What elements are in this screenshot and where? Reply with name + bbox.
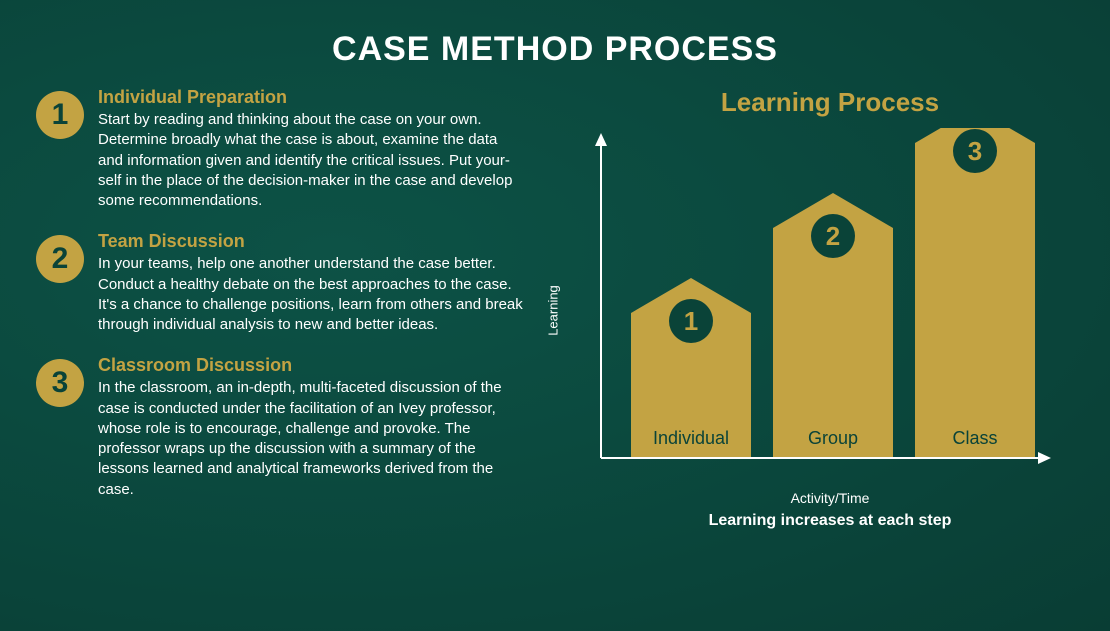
step-1: 1 Individual Preparation Start by readin… (36, 87, 526, 211)
learning-chart: 1 Individual 2 Group 3 Class (561, 128, 1051, 478)
page-title: CASE METHOD PROCESS (0, 0, 1110, 87)
chart-bar-badge-num-1: 1 (684, 306, 698, 336)
chart-bar-label-class: Class (952, 428, 997, 448)
chart-title: Learning Process (586, 87, 1074, 118)
step-3-badge: 3 (36, 359, 84, 407)
chart-bar-badge-num-2: 2 (826, 221, 840, 251)
step-3: 3 Classroom Discussion In the classroom,… (36, 355, 526, 500)
step-2: 2 Team Discussion In your teams, help on… (36, 231, 526, 335)
content-row: 1 Individual Preparation Start by readin… (0, 87, 1110, 530)
chart-caption: Learning increases at each step (586, 512, 1074, 530)
y-axis-label: Learning (546, 285, 561, 336)
step-2-desc: In your teams, help one another understa… (98, 254, 526, 335)
step-3-desc: In the classroom, an in-depth, multi-fac… (98, 378, 526, 500)
step-2-badge: 2 (36, 235, 84, 283)
chart-bar-label-group: Group (808, 428, 858, 448)
chart-area: Learning 1Individual2Group3Class (561, 128, 1074, 478)
y-axis-arrowhead-icon (595, 133, 607, 146)
x-axis-label: Activity/Time (586, 490, 1074, 506)
chart-bar-badge-num-3: 3 (968, 136, 982, 166)
step-1-title: Individual Preparation (98, 87, 526, 108)
chart-bar-class (915, 128, 1035, 458)
step-1-desc: Start by reading and thinking about the … (98, 110, 526, 211)
step-3-title: Classroom Discussion (98, 355, 526, 376)
steps-column: 1 Individual Preparation Start by readin… (36, 87, 526, 530)
step-1-badge: 1 (36, 91, 84, 139)
chart-bar-label-individual: Individual (653, 428, 729, 448)
step-2-title: Team Discussion (98, 231, 526, 252)
chart-column: Learning Process Learning 1 Individual 2 Gr… (526, 87, 1074, 530)
x-axis-arrowhead-icon (1038, 452, 1051, 464)
